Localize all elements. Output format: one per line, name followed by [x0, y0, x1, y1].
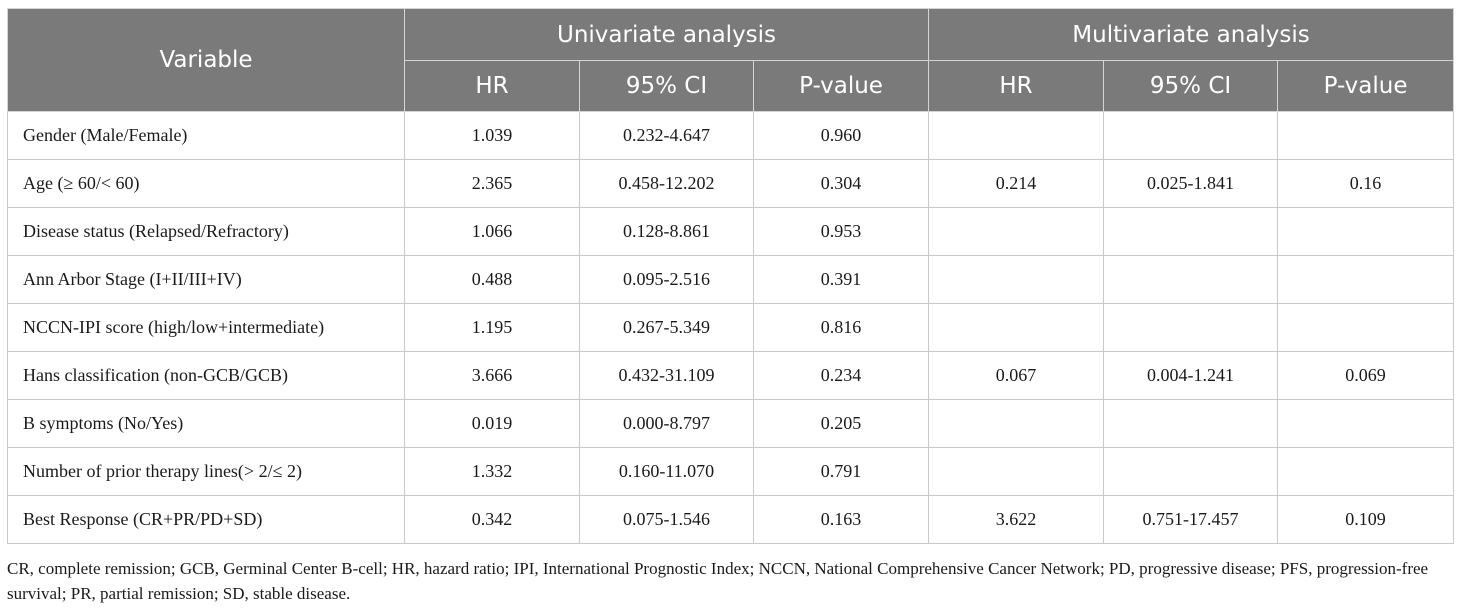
- multivariate-hr-cell: 0.067: [928, 351, 1105, 400]
- multivariate-ci-cell: 0.751-17.457: [1103, 495, 1279, 544]
- univariate-ci-cell: 0.000-8.797: [579, 399, 754, 448]
- table-row: Number of prior therapy lines(> 2/≤ 2) 1.…: [7, 447, 1455, 496]
- multivariate-hr-cell: 0.214: [928, 159, 1105, 208]
- multivariate-ci-cell: [1103, 447, 1279, 496]
- multivariate-p-value-cell: [1277, 207, 1455, 256]
- multivariate-hr-cell: 3.622: [928, 495, 1105, 544]
- table-header: Variable Univariate analysis Multivariat…: [7, 8, 1455, 112]
- variable-cell: Gender (Male/Female): [7, 111, 405, 160]
- univariate-ci-cell: 0.232-4.647: [579, 111, 754, 160]
- multivariate-hr-cell: [928, 399, 1105, 448]
- univariate-ci-cell: 0.267-5.349: [579, 303, 754, 352]
- header-univariate-p-value: P-value: [752, 60, 930, 112]
- univariate-ci-cell: 0.160-11.070: [579, 447, 754, 496]
- univariate-p-value-cell: 0.960: [752, 111, 930, 160]
- multivariate-p-value-cell: [1277, 399, 1455, 448]
- header-row-groups: Variable Univariate analysis Multivariat…: [7, 8, 1455, 112]
- table-row: Best Response (CR+PR/PD+SD) 0.342 0.075-1.…: [7, 495, 1455, 544]
- univariate-hr-cell: 0.342: [404, 495, 580, 544]
- multivariate-ci-cell: [1103, 303, 1279, 352]
- table-row: Disease status (Relapsed/Refractory) 1.06…: [7, 207, 1455, 256]
- multivariate-ci-cell: [1103, 111, 1279, 160]
- multivariate-ci-cell: [1103, 207, 1279, 256]
- univariate-ci-cell: 0.458-12.202: [579, 159, 754, 208]
- variable-cell: B symptoms (No/Yes): [7, 399, 405, 448]
- table-row: B symptoms (No/Yes) 0.019 0.000-8.797 0.205: [7, 399, 1455, 448]
- univariate-ci-cell: 0.432-31.109: [579, 351, 754, 400]
- table-row: Age (≥ 60/< 60) 2.365 0.458-12.202 0.304 0.2…: [7, 159, 1455, 208]
- multivariate-p-value-cell: 0.16: [1277, 159, 1455, 208]
- univariate-p-value-cell: 0.163: [752, 495, 930, 544]
- regression-table-container: Variable Univariate analysis Multivariat…: [7, 8, 1455, 544]
- multivariate-p-value-cell: [1277, 447, 1455, 496]
- multivariate-p-value-cell: 0.069: [1277, 351, 1455, 400]
- variable-cell: NCCN-IPI score (high/low+intermediate): [7, 303, 405, 352]
- table-row: Ann Arbor Stage (I+II/III+IV) 0.488 0.095-…: [7, 255, 1455, 304]
- variable-cell: Hans classification (non-GCB/GCB): [7, 351, 405, 400]
- variable-cell: Ann Arbor Stage (I+II/III+IV): [7, 255, 405, 304]
- univariate-p-value-cell: 0.953: [752, 207, 930, 256]
- multivariate-hr-cell: [928, 447, 1105, 496]
- table-row: Hans classification (non-GCB/GCB) 3.666 0.…: [7, 351, 1455, 400]
- univariate-hr-cell: 1.039: [404, 111, 580, 160]
- univariate-hr-cell: 1.332: [404, 447, 580, 496]
- multivariate-p-value-cell: [1277, 255, 1455, 304]
- multivariate-p-value-cell: [1277, 111, 1455, 160]
- multivariate-p-value-cell: [1277, 303, 1455, 352]
- multivariate-ci-cell: [1103, 399, 1279, 448]
- multivariate-hr-cell: [928, 111, 1105, 160]
- univariate-p-value-cell: 0.391: [752, 255, 930, 304]
- table-row: Gender (Male/Female) 1.039 0.232-4.647 0.96…: [7, 111, 1455, 160]
- multivariate-p-value-cell: 0.109: [1277, 495, 1455, 544]
- variable-cell: Best Response (CR+PR/PD+SD): [7, 495, 405, 544]
- univariate-hr-cell: 0.019: [404, 399, 580, 448]
- table-footnote: CR, complete remission; GCB, Germinal Ce…: [7, 559, 1429, 603]
- variable-cell: Age (≥ 60/< 60): [7, 159, 405, 208]
- header-row-metrics: HR 95% CI P-value HR 95% CI P-value: [8, 60, 1455, 112]
- header-univariate-ci: 95% CI: [579, 60, 754, 112]
- header-multivariate-hr: HR: [928, 60, 1105, 112]
- univariate-p-value-cell: 0.791: [752, 447, 930, 496]
- multivariate-ci-cell: [1103, 255, 1279, 304]
- multivariate-hr-cell: [928, 303, 1105, 352]
- variable-cell: Disease status (Relapsed/Refractory): [7, 207, 405, 256]
- univariate-p-value-cell: 0.205: [752, 399, 930, 448]
- header-multivariate-p-value: P-value: [1277, 60, 1455, 112]
- header-multivariate-analysis: Multivariate analysis: [928, 8, 1455, 61]
- header-univariate-hr: HR: [404, 60, 580, 112]
- header-variable: Variable: [7, 8, 405, 112]
- univariate-p-value-cell: 0.234: [752, 351, 930, 400]
- univariate-hr-cell: 1.195: [404, 303, 580, 352]
- univariate-hr-cell: 2.365: [404, 159, 580, 208]
- multivariate-hr-cell: [928, 207, 1105, 256]
- multivariate-ci-cell: 0.004-1.241: [1103, 351, 1279, 400]
- table-body: Gender (Male/Female) 1.039 0.232-4.647 0.96…: [7, 111, 1455, 544]
- univariate-hr-cell: 0.488: [404, 255, 580, 304]
- univariate-ci-cell: 0.075-1.546: [579, 495, 754, 544]
- multivariate-ci-cell: 0.025-1.841: [1103, 159, 1279, 208]
- univariate-hr-cell: 1.066: [404, 207, 580, 256]
- univariate-ci-cell: 0.128-8.861: [579, 207, 754, 256]
- header-univariate-analysis: Univariate analysis: [403, 8, 930, 61]
- multivariate-hr-cell: [928, 255, 1105, 304]
- header-multivariate-ci: 95% CI: [1103, 60, 1279, 112]
- univariate-p-value-cell: 0.304: [752, 159, 930, 208]
- univariate-ci-cell: 0.095-2.516: [579, 255, 754, 304]
- univariate-p-value-cell: 0.816: [752, 303, 930, 352]
- regression-table: Variable Univariate analysis Multivariat…: [7, 8, 1455, 544]
- variable-cell: Number of prior therapy lines(> 2/≤ 2): [7, 447, 405, 496]
- table-row: NCCN-IPI score (high/low+intermediate) 1.…: [7, 303, 1455, 352]
- univariate-hr-cell: 3.666: [404, 351, 580, 400]
